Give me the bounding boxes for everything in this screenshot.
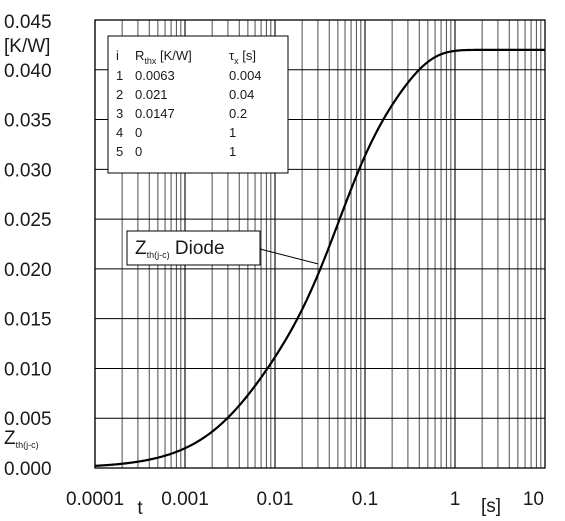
plot-frame — [94, 19, 546, 469]
y-tick-label: 0.025 — [4, 210, 52, 231]
x-tick-label: 0.1 — [352, 489, 378, 510]
table-cell: 1 — [116, 68, 123, 83]
table-cell: 1 — [229, 125, 236, 140]
y-unit-label: [K/W] — [4, 36, 50, 57]
table-cell: 0.004 — [229, 68, 262, 83]
x-tick-label: 0.001 — [161, 489, 209, 510]
x-unit-label: [s] — [481, 496, 501, 517]
annotation-box — [126, 230, 261, 266]
y-tick-label: 0.000 — [4, 459, 52, 480]
table-cell: 0.0063 — [135, 68, 175, 83]
table-header: τx [s] — [229, 48, 256, 66]
table-cell: 2 — [116, 87, 123, 102]
axis-labels: 0.0000.0050.0100.0150.0200.0250.0300.035… — [4, 12, 544, 519]
table-cell: 3 — [116, 106, 123, 121]
table-cell: 5 — [116, 144, 123, 159]
annotation-leader-line — [259, 248, 319, 265]
y-tick-label: 0.035 — [4, 111, 52, 132]
zth-diode-curve — [94, 48, 545, 467]
table-cell: 4 — [116, 125, 123, 140]
x-tick-label: 10 — [523, 489, 544, 510]
table-cell: 0.04 — [229, 87, 254, 102]
y-tick-label: 0.015 — [4, 310, 52, 331]
x-tick-label: 0.0001 — [66, 489, 124, 510]
y-axis-symbol: Zth(j-c) — [4, 428, 39, 450]
parameter-table-box — [107, 35, 289, 174]
y-tick-label: 0.020 — [4, 260, 52, 281]
curve-layer — [94, 48, 545, 467]
table-header: i — [116, 48, 119, 63]
y-tick-label: 0.040 — [4, 61, 52, 82]
x-tick-label: 0.01 — [257, 489, 294, 510]
x-tick-label: 1 — [450, 489, 461, 510]
curve-annotation: Zth(j-c) Diode — [126, 230, 319, 266]
table-cell: 1 — [229, 144, 236, 159]
y-tick-label: 0.010 — [4, 359, 52, 380]
table-cell: 0 — [135, 144, 142, 159]
table-cell: 0.021 — [135, 87, 168, 102]
table-header: Rthx [K/W] — [135, 48, 192, 66]
annotation-label: Zth(j-c) Diode — [135, 238, 225, 260]
y-tick-label: 0.045 — [4, 12, 52, 33]
parameter-table: i Rthx [K/W] τx [s] 1 0.0063 0.004 2 0.021 0.04 3… — [107, 35, 289, 174]
table-cell: 0.0147 — [135, 106, 175, 121]
y-tick-label: 0.030 — [4, 160, 52, 181]
table-cell: 0 — [135, 125, 142, 140]
x-axis-symbol: t — [137, 498, 143, 519]
table-cell: 0.2 — [229, 106, 247, 121]
y-tick-label: 0.005 — [4, 409, 52, 430]
